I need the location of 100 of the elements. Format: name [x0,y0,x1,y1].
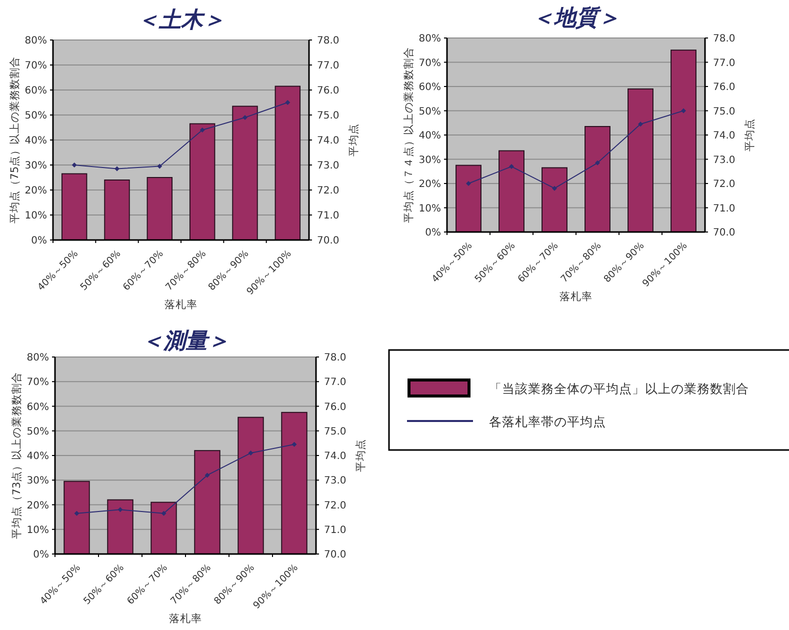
y-tick-label: 20% [26,500,49,512]
y2-tick-label: 76.0 [324,402,346,413]
point [161,510,166,516]
y2-tick-label: 73.0 [324,476,346,487]
bar [194,450,220,554]
point [638,122,643,127]
point [157,164,162,169]
y2-axis-title: 平均点 [743,118,756,152]
y-tick-label: 30% [26,476,49,487]
y-tick-label: 50% [418,106,441,118]
y-tick-label: 10% [24,210,47,222]
y2-tick-label: 76.0 [317,86,340,96]
chart-title: ＜地質＞ [532,5,620,31]
y-tick-label: 10% [26,524,49,536]
y-tick-label: 20% [24,186,47,196]
y2-axis-title: 平均点 [354,439,367,472]
point [595,160,600,166]
point [242,115,248,120]
bar [670,50,696,232]
y-axis-title: 平均点（75点）以上の業務数割合 [8,56,21,224]
point [292,442,297,447]
chart-title: ＜土木＞ [137,8,225,33]
y2-tick-label: 75.0 [713,106,736,118]
y2-tick-label: 70.0 [713,228,736,238]
bar [274,86,301,240]
bar [189,123,216,240]
point [509,164,514,170]
y-tick-label: 80% [26,352,49,364]
bar [232,106,258,240]
y-tick-label: 50% [24,110,47,122]
bar [584,126,610,232]
y2-axis-title: 平均点 [347,124,360,156]
y2-tick-label: 71.0 [713,203,736,214]
point [114,166,120,172]
y-tick-label: 80% [24,36,47,46]
point [118,507,123,512]
y-tick-label: 40% [418,130,441,142]
point [681,108,686,114]
y-tick-label: 0% [425,228,441,238]
bar [64,480,90,554]
y2-tick-label: 72.0 [713,179,736,190]
y2-tick-label: 75.0 [324,426,346,438]
bar [107,499,134,554]
y-tick-label: 0% [31,236,47,246]
y-tick-label: 50% [26,426,49,438]
bar [150,502,177,554]
y2-tick-label: 71.0 [324,524,346,536]
y2-tick-label: 78.0 [317,36,340,46]
legend-label: 「当該業務全体の平均点」以上の業務数割合 [489,381,749,396]
y-axis-title: 平均点（73点）以上の業務数割合 [10,372,23,540]
point [285,100,290,105]
x-axis-title: 落札率 [164,298,198,311]
y2-tick-label: 73.0 [713,154,736,166]
y-tick-label: 70% [26,377,49,388]
y2-tick-label: 70.0 [317,236,340,246]
text: 各落札率帯の平均点 [489,414,606,429]
y-tick-label: 40% [26,451,49,462]
y-tick-label: 20% [418,179,441,190]
bar [498,150,524,232]
y2-tick-label: 72.0 [317,186,340,196]
y-tick-label: 10% [418,203,441,214]
y2-tick-label: 73.0 [317,160,340,172]
point [552,186,557,191]
y2-tick-label: 72.0 [324,500,346,512]
y-tick-label: 0% [33,550,49,560]
bar [628,88,654,232]
y-tick-label: 70% [24,60,47,72]
y-tick-label: 30% [418,154,441,166]
y2-tick-label: 74.0 [317,136,340,146]
y-tick-label: 40% [24,136,47,146]
bar [104,180,130,240]
x-axis-title: 落札率 [169,612,202,625]
point [72,162,77,168]
y2-tick-label: 78.0 [713,34,736,44]
y2-tick-label: 74.0 [324,451,346,462]
y2-tick-label: 74.0 [713,130,736,142]
point [466,181,471,186]
y-tick-label: 80% [418,34,441,44]
bar [281,412,308,554]
y-tick-label: 70% [418,58,441,69]
x-axis-title: 落札率 [560,290,592,303]
y2-tick-label: 70.0 [324,550,346,560]
y2-tick-label: 76.0 [713,82,736,93]
y-tick-label: 60% [26,402,49,413]
y2-tick-label: 77.0 [324,377,346,388]
y2-tick-label: 75.0 [317,110,340,122]
y-tick-label: 30% [24,160,47,172]
bar [146,177,173,240]
bar [456,164,482,232]
y2-tick-label: 78.0 [324,352,346,364]
point [200,128,205,132]
y-tick-label: 60% [418,82,441,93]
bar [238,416,264,554]
bar [542,167,568,232]
point [74,510,80,516]
y2-tick-label: 71.0 [317,210,340,222]
y-tick-label: 60% [24,86,47,96]
point [204,472,210,478]
chart-title: ＜測量＞ [142,329,230,354]
y2-tick-label: 77.0 [317,60,340,72]
